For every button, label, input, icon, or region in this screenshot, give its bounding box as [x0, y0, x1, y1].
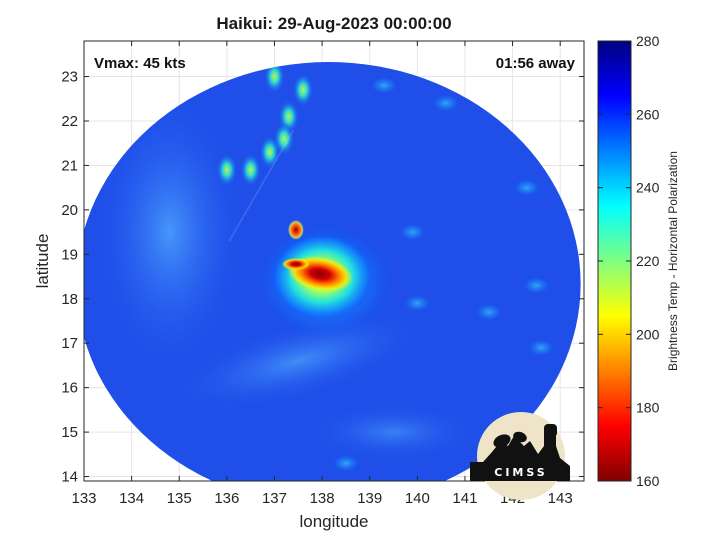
satellite-dish-2 [513, 431, 527, 443]
x-tick-label: 138 [310, 490, 335, 507]
swath-image [84, 62, 581, 481]
y-tick-label: 22 [61, 113, 78, 130]
x-tick-label: 141 [452, 490, 477, 507]
cimss-logo-silhouette [470, 427, 570, 481]
y-tick-label: 23 [61, 69, 78, 86]
colorbar-tick-label: 220 [636, 253, 660, 269]
x-tick-label: 135 [167, 490, 192, 507]
cloud-patch [522, 276, 551, 295]
colorbar-tick-label: 260 [636, 106, 660, 122]
x-tick-label: 137 [262, 490, 287, 507]
colorbar-tick-label: 200 [636, 326, 660, 342]
y-tick-label: 17 [61, 335, 78, 352]
y-tick-label: 15 [61, 424, 78, 441]
cimss-logo-text: CIMSS [494, 466, 547, 479]
cloud-patch [370, 76, 398, 95]
colorbar [597, 40, 632, 482]
rainband-cell [259, 136, 280, 169]
x-tick-label: 139 [357, 490, 382, 507]
cloud-patch [403, 294, 432, 313]
cloud-patch [474, 303, 503, 322]
y-tick-label: 20 [61, 202, 78, 219]
water-tower [544, 424, 557, 437]
y-tick-label: 16 [61, 380, 78, 397]
y-axis-label: latitude [33, 234, 52, 289]
rainband-cell [264, 62, 285, 93]
southern-cloud-band [162, 308, 434, 414]
x-tick-label: 143 [548, 490, 573, 507]
cloud-patch [398, 223, 427, 242]
rainband-cell [240, 153, 261, 186]
cimss-logo: CIMSS [470, 412, 570, 500]
rainband-cell [216, 153, 237, 186]
colorbar-label: Brightness Temp - Horizontal Polarizatio… [666, 151, 680, 371]
y-tick-label: 21 [61, 157, 78, 174]
swath-features [89, 62, 556, 473]
cloud-patch [331, 454, 360, 473]
storm-core-arm [281, 258, 310, 271]
colorbar-tick-label: 240 [636, 180, 660, 196]
colorbar-tick-label: 160 [636, 473, 660, 489]
cloud-patch [527, 338, 556, 357]
plot-frame [83, 40, 585, 482]
far-south-band [303, 402, 484, 463]
vmax-annotation: Vmax: 45 kts [94, 55, 186, 72]
y-tick-label: 14 [61, 469, 78, 486]
western-cloud-band [89, 82, 250, 383]
convective-hotspot [287, 219, 304, 240]
x-tick-label: 136 [214, 490, 239, 507]
rainband-cell [293, 73, 314, 106]
x-tick-label: 133 [71, 490, 96, 507]
cloud-patch [431, 94, 460, 113]
colorbar-tick-label: 180 [636, 400, 660, 416]
colorbar-tick-label: 280 [636, 33, 660, 49]
colorbar-ticks: 160 180 200 220 240 260 280 [598, 33, 660, 489]
satellite-dish [493, 434, 511, 448]
cloud-patch [512, 178, 541, 197]
chart-title: Haikui: 29-Aug-2023 00:00:00 [216, 14, 451, 33]
time-offset-annotation: 01:56 away [496, 55, 576, 72]
y-tick-label: 19 [61, 246, 78, 263]
y-tick-label: 18 [61, 291, 78, 308]
x-tick-label: 134 [119, 490, 144, 507]
x-tick-label: 140 [405, 490, 430, 507]
swath-seam [228, 129, 295, 242]
x-axis-label: longitude [299, 512, 368, 531]
